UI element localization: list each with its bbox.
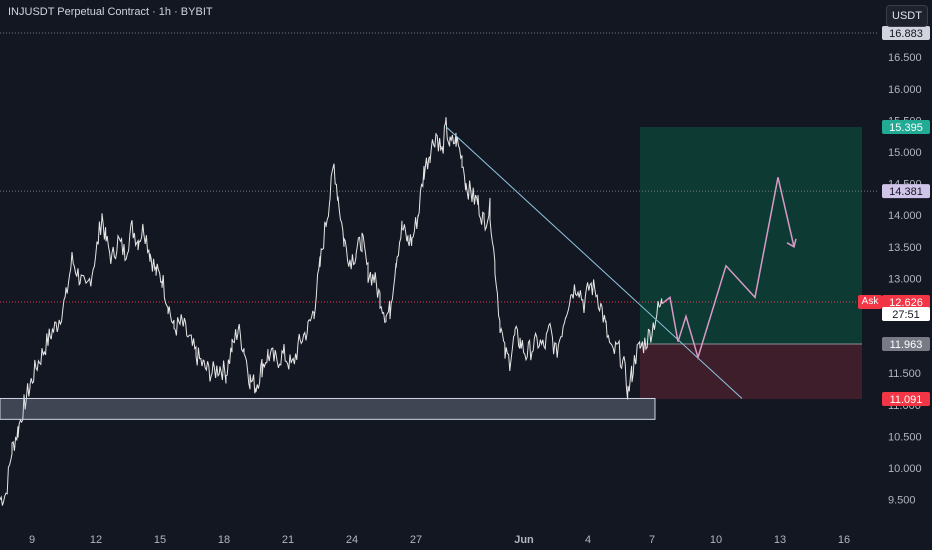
price-tick: 11.500: [888, 368, 921, 380]
countdown-label: 27:51: [892, 309, 920, 321]
price-tick: 15.000: [888, 147, 922, 159]
level-price-label-bg: [882, 184, 930, 199]
time-tick: Jun: [514, 534, 534, 546]
time-tick: 27: [410, 534, 422, 546]
stop-price-label: 11.091: [890, 394, 923, 406]
stop-price-label-bg: [882, 392, 930, 407]
time-tick: 24: [346, 534, 358, 546]
target-price-label: 15.395: [889, 122, 923, 134]
currency-button[interactable]: USDT: [886, 5, 928, 27]
chart-title: INJUSDT Perpetual Contract · 1h · BYBIT: [8, 6, 213, 18]
time-tick: 13: [774, 534, 786, 546]
time-tick: 12: [90, 534, 102, 546]
top-price-label: 16.883: [889, 28, 923, 40]
time-tick: 18: [218, 534, 230, 546]
time-tick: 7: [649, 534, 655, 546]
time-tick: 16: [838, 534, 850, 546]
time-tick: 15: [154, 534, 166, 546]
price-tick: 13.500: [888, 242, 922, 254]
level-price-label: 14.381: [889, 186, 923, 198]
entry-price-label: 11.963: [890, 339, 923, 351]
price-tick: 13.000: [888, 273, 922, 285]
position-zones: [640, 127, 862, 400]
current-price-label-bg: [882, 295, 930, 310]
support-zone: [0, 397, 656, 420]
time-tick: 4: [585, 534, 591, 546]
time-tick: 21: [282, 534, 294, 546]
level-lines: [0, 32, 878, 303]
price-line: [0, 117, 663, 506]
price-tick: 10.000: [888, 463, 922, 475]
projection-arrow: [786, 238, 797, 248]
drawing-overlays: [0, 126, 797, 420]
loss-zone: [640, 343, 862, 400]
current-price-label: 12.626: [889, 297, 923, 309]
ask-tag: Ask: [858, 295, 882, 309]
countdown-label-bg: [882, 307, 930, 322]
target-price-label-bg: [882, 120, 930, 135]
price-series: [0, 117, 663, 506]
top-price-label-bg: [882, 25, 930, 40]
price-tick: 16.000: [888, 84, 922, 96]
time-tick: 9: [29, 534, 35, 546]
price-tick: 9.500: [888, 495, 916, 507]
time-tick: 10: [710, 534, 722, 546]
entry-price-label-bg: [882, 336, 930, 351]
price-tick: 10.500: [888, 431, 922, 443]
price-tick: 14.000: [888, 210, 922, 222]
profit-zone: [640, 127, 862, 344]
price-tick: 16.500: [888, 52, 922, 64]
time-axis[interactable]: 9 12 15 18 21 24 27 Jun 4 7 10 13 16: [29, 534, 850, 546]
projection-path: [661, 177, 795, 361]
trendline: [445, 126, 743, 399]
